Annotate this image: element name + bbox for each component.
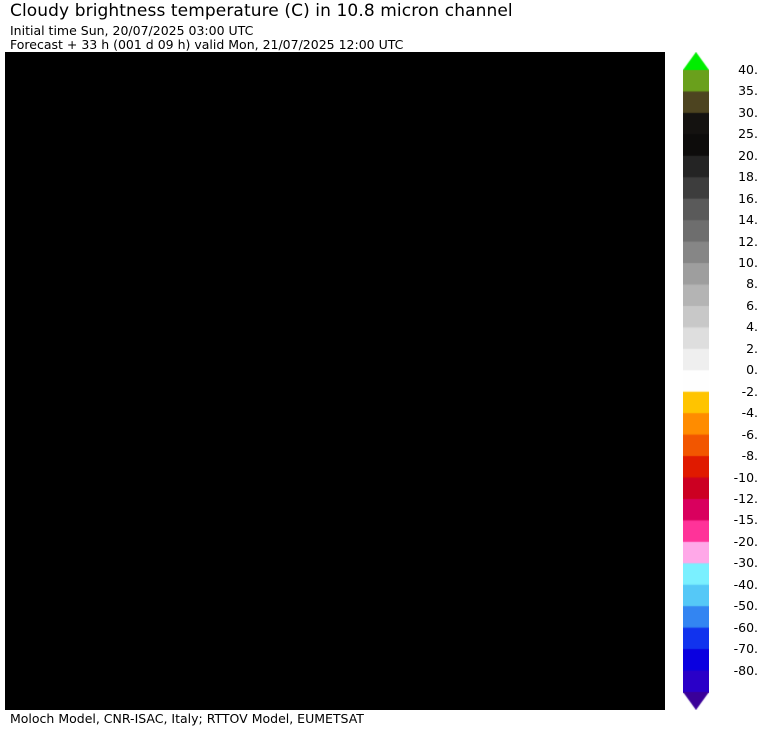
colorbar-tick: -10. [733, 469, 758, 485]
colorbar-tick: -30. [733, 555, 758, 571]
colorbar-tick: 35. [738, 83, 758, 99]
colorbar-tick: 10. [738, 255, 758, 271]
colorbar-tick: 14. [738, 212, 758, 228]
map-panel[interactable] [5, 52, 665, 710]
colorbar-tick: -40. [733, 576, 758, 592]
colorbar-tick: 4. [746, 319, 758, 335]
colorbar [683, 52, 709, 710]
initial-time-label: Initial time Sun, 20/07/2025 03:00 UTC [10, 23, 254, 38]
colorbar-tick: 6. [746, 297, 758, 313]
brightness-temperature-map[interactable] [6, 53, 664, 709]
colorbar-tick: -15. [733, 512, 758, 528]
model-credit: Moloch Model, CNR-ISAC, Italy; RTTOV Mod… [10, 711, 364, 726]
colorbar-tick: 16. [738, 190, 758, 206]
colorbar-tick: -80. [733, 662, 758, 678]
colorbar-tick: -2. [741, 383, 758, 399]
colorbar-tick: 8. [746, 276, 758, 292]
colorbar-tick: 20. [738, 147, 758, 163]
colorbar-tick: -12. [733, 490, 758, 506]
colorbar-tick-labels: 40. 35. 30. 25. 20. 18. 16. 14. 12. 10. 8. 6. 4. 2. 0.… [714, 52, 760, 710]
colorbar-tick: 30. [738, 104, 758, 120]
colorbar-tick: 18. [738, 169, 758, 185]
colorbar-gradient [683, 52, 709, 710]
colorbar-tick: -50. [733, 598, 758, 614]
colorbar-tick: 25. [738, 126, 758, 142]
colorbar-tick: -6. [741, 426, 758, 442]
forecast-valid-label: Forecast + 33 h (001 d 09 h) valid Mon, … [10, 37, 404, 52]
colorbar-tick: -70. [733, 641, 758, 657]
colorbar-tick: 12. [738, 233, 758, 249]
page-title: Cloudy brightness temperature (C) in 10.… [10, 1, 513, 21]
colorbar-tick: 0. [746, 362, 758, 378]
colorbar-tick: -20. [733, 533, 758, 549]
colorbar-tick: 2. [746, 340, 758, 356]
colorbar-tick: -4. [741, 405, 758, 421]
colorbar-tick: -8. [741, 448, 758, 464]
colorbar-tick: -60. [733, 619, 758, 635]
colorbar-tick: 40. [738, 62, 758, 77]
